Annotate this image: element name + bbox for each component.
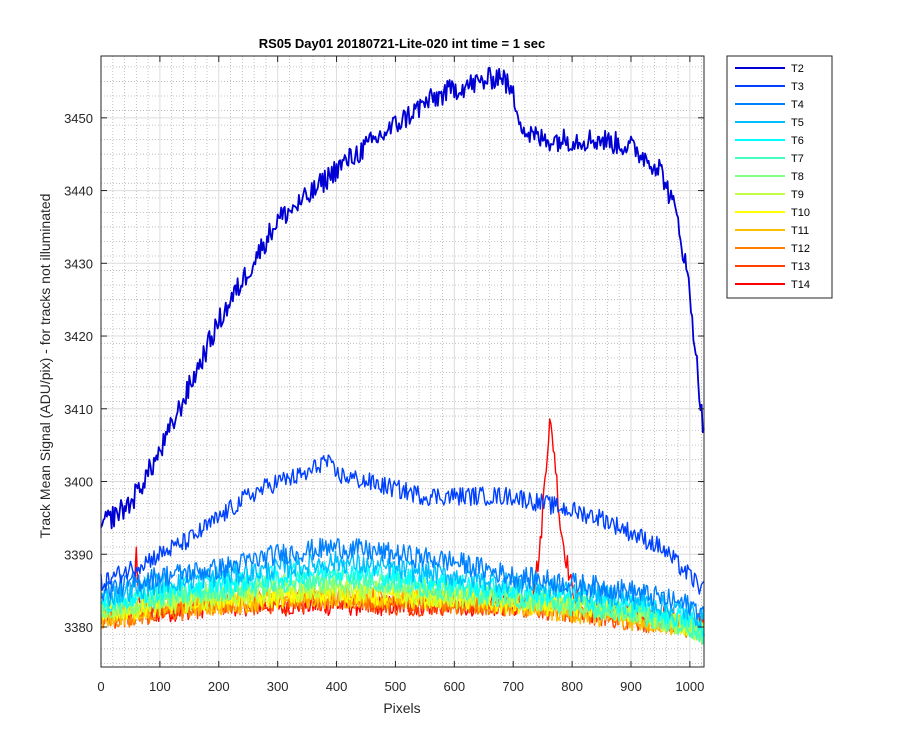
x-tick-label: 500 <box>385 679 407 694</box>
x-tick-label: 300 <box>267 679 289 694</box>
x-tick-label: 200 <box>208 679 230 694</box>
legend-label: T7 <box>791 153 804 165</box>
series-group <box>100 66 705 645</box>
x-tick-label: 100 <box>149 679 171 694</box>
x-tick-label: 800 <box>561 679 583 694</box>
series-line-t6 <box>100 560 705 637</box>
y-tick-label: 3440 <box>64 184 93 199</box>
legend-label: T10 <box>791 207 810 219</box>
y-tick-label: 3420 <box>64 329 93 344</box>
legend-label: T12 <box>791 243 810 255</box>
x-tick-label: 1000 <box>675 679 704 694</box>
series-line-t4 <box>100 537 705 621</box>
x-tick-label: 0 <box>97 679 104 694</box>
series-line-t3 <box>100 454 705 595</box>
legend-label: T11 <box>791 225 809 237</box>
legend-label: T6 <box>791 135 804 147</box>
x-tick-label: 700 <box>502 679 524 694</box>
axes: 0 100 200 300 400 500 600 700 800 900 1000 3380 3390… <box>64 55 705 694</box>
y-tick-label: 3410 <box>64 402 93 417</box>
x-tick-label: 900 <box>620 679 642 694</box>
legend-label: T8 <box>791 171 804 183</box>
y-tick-label: 3380 <box>64 620 93 635</box>
legend-label: T2 <box>791 63 804 75</box>
series-line-t2 <box>100 66 705 530</box>
x-tick-label: 600 <box>443 679 465 694</box>
legend: T2 T3 T4 T5 T6 T7 T8 T9 T10 T11 T12 T13 T14 <box>726 55 833 299</box>
legend-label: T14 <box>791 279 810 291</box>
legend-label: T5 <box>791 117 804 129</box>
chart-title: RS05 Day01 20180721-Lite-020 int time = … <box>259 36 546 51</box>
y-tick-label: 3450 <box>64 111 93 126</box>
legend-label: T13 <box>791 261 810 273</box>
legend-label: T3 <box>791 81 804 93</box>
legend-label: T4 <box>791 99 804 111</box>
y-axis-label: Track Mean Signal (ADU/pix) - for tracks… <box>37 194 53 539</box>
y-tick-label: 3400 <box>64 475 93 490</box>
x-axis-label: Pixels <box>383 700 420 716</box>
y-tick-label: 3430 <box>64 256 93 271</box>
legend-label: T9 <box>791 189 804 201</box>
axes-box <box>100 55 705 668</box>
y-tick-label: 3390 <box>64 547 93 562</box>
x-tick-label: 400 <box>326 679 348 694</box>
